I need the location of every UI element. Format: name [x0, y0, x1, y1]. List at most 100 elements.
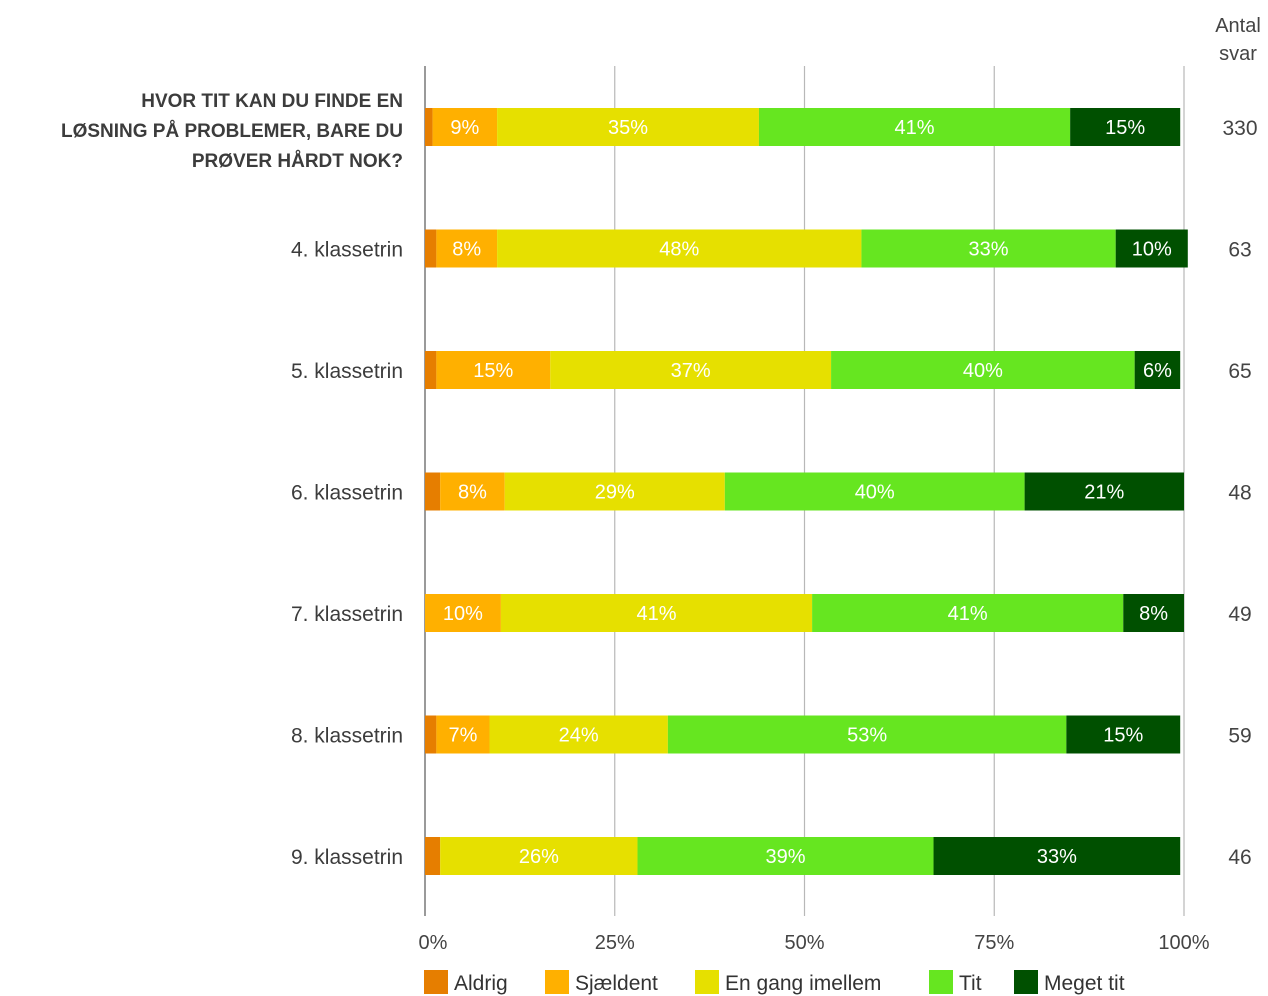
legend-label: Meget tit — [1044, 972, 1125, 995]
data-label: 33% — [969, 239, 1009, 261]
legend-swatch — [929, 970, 953, 994]
bar-segment — [1123, 594, 1184, 632]
legend-label: Tit — [959, 972, 982, 995]
data-label: 6% — [1143, 360, 1172, 382]
bar-segment — [1134, 351, 1181, 389]
bar-segment — [497, 229, 862, 268]
legend-item: Aldrig — [424, 970, 508, 995]
data-label: 35% — [608, 117, 648, 139]
bar-segment — [550, 351, 832, 389]
data-label: 10% — [443, 603, 483, 625]
category-labels: HVOR TIT KAN DU FINDE EN LØSNING PÅ PROBL… — [61, 91, 403, 869]
legend: Aldrig Sjældent En gang imellem Tit Meget ti… — [424, 970, 1125, 995]
data-label: 39% — [766, 846, 806, 868]
count-value: 59 — [1228, 725, 1251, 748]
category-label: 4. klassetrin — [291, 239, 403, 262]
data-label: 26% — [519, 846, 559, 868]
data-label: 15% — [1103, 725, 1143, 747]
bar-segment — [436, 351, 551, 389]
legend-label: Aldrig — [454, 972, 508, 995]
bar-segment — [1024, 472, 1184, 511]
count-value: 46 — [1228, 846, 1251, 869]
count-header-line-2: svar — [1219, 43, 1257, 65]
bar-segment — [425, 715, 437, 754]
bar-area: 9% 35% 41% 15% 8% 48% 33% 10% 15% 37% 40% 6% 8% 29% 40… — [425, 108, 1188, 875]
bar-segment — [436, 715, 490, 754]
bar-segment — [440, 472, 505, 511]
bar-segment — [1066, 715, 1181, 754]
bar-segment — [637, 837, 934, 875]
data-label: 48% — [659, 239, 699, 261]
bar-segment — [436, 229, 498, 268]
data-label: 15% — [1105, 117, 1145, 139]
legend-swatch — [1014, 970, 1038, 994]
data-label: 7% — [448, 725, 477, 747]
category-label: 8. klassetrin — [291, 725, 403, 748]
data-label: 9% — [450, 117, 479, 139]
legend-item: En gang imellem — [695, 970, 881, 995]
bar-segment — [812, 594, 1124, 632]
count-value: 49 — [1228, 603, 1251, 626]
category-label-title: HVOR TIT KAN DU FINDE EN LØSNING PÅ PROBL… — [61, 91, 403, 172]
category-label: 6. klassetrin — [291, 482, 403, 505]
x-axis-ticks: 0% 25% 50% 75% 100% — [419, 932, 1210, 954]
count-value: 330 — [1222, 117, 1257, 140]
count-value: 65 — [1228, 360, 1251, 383]
bar-segment — [500, 594, 813, 632]
bar-segment — [861, 229, 1116, 268]
x-tick-label: 0% — [419, 932, 448, 954]
title-line: HVOR TIT KAN DU FINDE EN — [141, 91, 403, 112]
x-tick-label: 75% — [974, 932, 1014, 954]
data-label: 8% — [452, 239, 481, 261]
bar-segment — [425, 108, 433, 146]
legend-swatch — [695, 970, 719, 994]
title-line: PRØVER HÅRDT NOK? — [192, 151, 403, 172]
data-label: 37% — [671, 360, 711, 382]
bar-segment — [425, 229, 437, 268]
legend-item: Tit — [929, 970, 982, 995]
bar-segment — [489, 715, 668, 754]
x-tick-label: 25% — [595, 932, 635, 954]
legend-label: Sjældent — [575, 972, 658, 995]
data-label: 21% — [1084, 482, 1124, 504]
bar-segment — [1070, 108, 1181, 146]
legend-item: Meget tit — [1014, 970, 1125, 995]
data-label: 8% — [1139, 603, 1168, 625]
data-label: 41% — [948, 603, 988, 625]
count-value: 63 — [1228, 239, 1251, 262]
data-label: 40% — [963, 360, 1003, 382]
bar-segment — [432, 108, 498, 146]
bar-segment — [504, 472, 725, 511]
data-label: 29% — [595, 482, 635, 504]
data-label: 10% — [1132, 239, 1172, 261]
data-label: 8% — [458, 482, 487, 504]
bar-segment — [425, 837, 441, 875]
data-label: 40% — [855, 482, 895, 504]
data-label: 53% — [847, 725, 887, 747]
data-label: 33% — [1037, 846, 1077, 868]
bar-segment — [933, 837, 1181, 875]
bar-segment — [425, 594, 501, 632]
count-header-line-1: Antal — [1215, 15, 1261, 37]
category-label: 5. klassetrin — [291, 360, 403, 383]
category-label: 7. klassetrin — [291, 603, 403, 626]
bar-segment — [440, 837, 638, 875]
bar-segment — [831, 351, 1135, 389]
bar-segment — [497, 108, 759, 146]
data-label: 41% — [636, 603, 676, 625]
bar-segment — [667, 715, 1067, 754]
bar-segment — [724, 472, 1025, 511]
count-column: Antal svar 330 63 65 48 49 59 46 — [1215, 15, 1261, 869]
data-label: 41% — [895, 117, 935, 139]
data-label: 15% — [473, 360, 513, 382]
x-tick-label: 100% — [1158, 932, 1209, 954]
legend-swatch — [424, 970, 448, 994]
category-label: 9. klassetrin — [291, 846, 403, 869]
legend-swatch — [545, 970, 569, 994]
bar-segment — [425, 351, 437, 389]
bar-segment — [758, 108, 1071, 146]
title-line: LØSNING PÅ PROBLEMER, BARE DU — [61, 121, 403, 142]
data-label: 24% — [559, 725, 599, 747]
count-value: 48 — [1228, 482, 1251, 505]
